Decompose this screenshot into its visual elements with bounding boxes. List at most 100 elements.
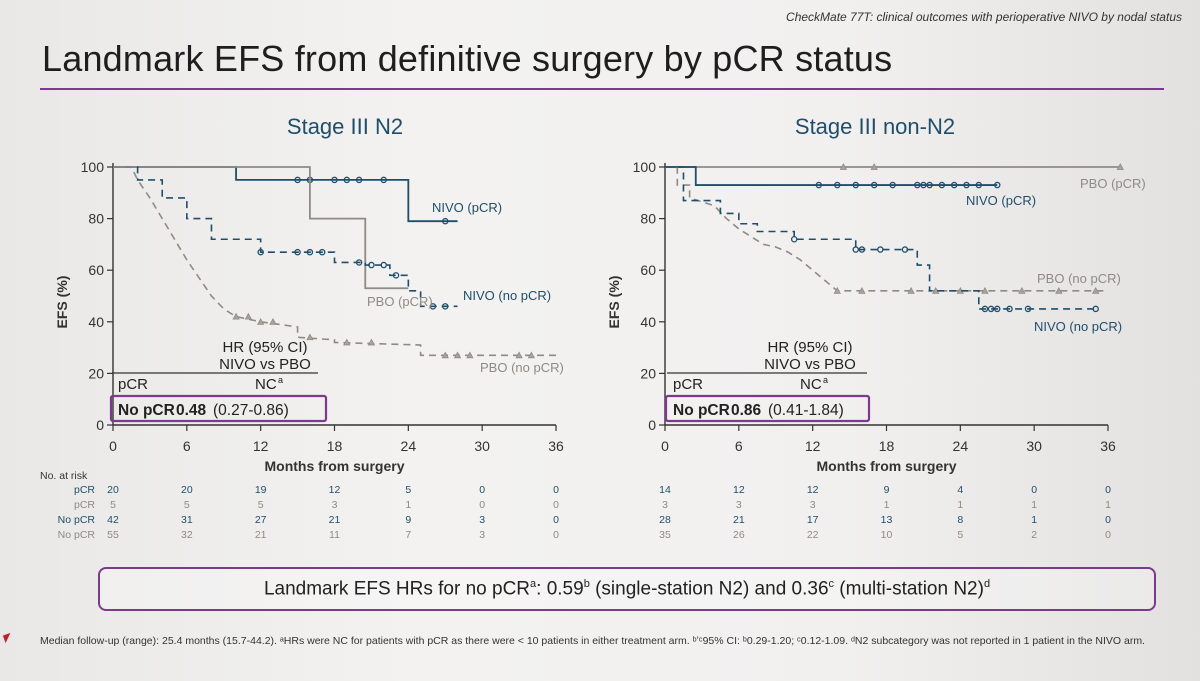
panel2-censor-mark (994, 181, 1001, 189)
panel1-risk-header: No. at risk (40, 470, 88, 482)
panel1-series-label: PBO (pCR) (367, 294, 433, 309)
panel1-xtick-label: 18 (327, 438, 343, 454)
callout-mid3: (multi-station N2) (834, 578, 984, 600)
panel2-risk-value: 1 (884, 499, 890, 511)
panel1-censor-mark (244, 312, 253, 320)
panel1-hr-nopcr-label: No pCR (118, 402, 175, 419)
panel2-xtick-label: 18 (879, 438, 895, 454)
panel2-hr-pcr-sup: a (823, 375, 828, 385)
panel2-censor-mark (914, 181, 921, 189)
panel2-hr-pcr-label: pCR (673, 376, 703, 393)
landmark-callout: Landmark EFS HRs for no pCRa: 0.59b (sin… (98, 567, 1156, 611)
panel2-censor-mark (877, 246, 884, 253)
panel1-risk-value: 0 (479, 499, 485, 511)
panel2-censor-mark (870, 181, 878, 189)
panel1-xtick-label: 24 (401, 438, 417, 454)
panel2-censor-mark (815, 181, 823, 189)
panel1-ytick-label: 100 (81, 159, 105, 175)
panel2-censor-mark (889, 181, 896, 189)
panel1-risk-value: 1 (405, 499, 411, 511)
panel2-risk-value: 1 (957, 499, 963, 511)
panel2-censor-mark (975, 181, 983, 189)
panel2-ytick-label: 80 (640, 211, 656, 227)
panel2-censor-mark (858, 246, 866, 253)
panel1-ylabel: EFS (%) (54, 276, 70, 329)
panel1-risk-value: 5 (258, 499, 264, 511)
panel2-risk-value: 12 (733, 484, 745, 496)
panel2-title: Stage III non-N2 (795, 114, 955, 139)
panel1-risk-row-label: No pCR (58, 529, 96, 541)
panel2-series-nivo-no-pcr (665, 166, 1096, 310)
panel1-censor-mark (306, 333, 314, 341)
panel2-hr-nopcr-box (664, 394, 871, 423)
panel1-hr-nopcr-box (109, 394, 328, 423)
panel1-censor-mark (294, 176, 301, 184)
panel2-censor-mark (981, 305, 989, 313)
panel1-censor-mark (380, 261, 387, 269)
panel1-censor-mark (343, 176, 351, 184)
panel1-ytick-label: 60 (88, 262, 104, 278)
panel2-risk-value: 10 (881, 529, 893, 541)
panel1-hr-pcr-label: pCR (118, 376, 148, 393)
panel1-xtick-label: 12 (253, 438, 269, 454)
panel2-series-nivo-pcr (665, 166, 998, 186)
panel2-censor-mark (839, 163, 848, 170)
panel1-ytick-label: 80 (88, 211, 104, 227)
panel2-series-label: NIVO (pCR) (966, 193, 1036, 208)
panel2-risk-value: 4 (957, 484, 963, 496)
panel2-risk-value: 28 (659, 514, 671, 526)
panel1-risk-value: 21 (329, 514, 341, 526)
panel1-risk-value: 9 (405, 514, 411, 526)
panel2-censor-mark (834, 181, 841, 189)
panel1-hr-pcr-sup: a (278, 375, 283, 385)
panel1-risk-value: 5 (110, 499, 116, 511)
panel2-censor-mark (981, 287, 989, 294)
panel2-hr-comparison: NIVO vs PBO (764, 356, 856, 373)
panel2-ytick-label: 100 (633, 159, 657, 175)
callout-sup-b: b (583, 577, 590, 590)
panel2-hr-nopcr-label: No pCR (673, 402, 730, 419)
callout-mid1: : 0.59 (536, 578, 584, 600)
panel1-censor-mark (355, 259, 363, 266)
panel1-risk-value: 31 (181, 514, 193, 526)
panel1-censor-mark (306, 248, 314, 256)
callout-sup-c: c (828, 577, 835, 590)
panel1-series-label: PBO (no pCR) (480, 360, 564, 375)
panel2-censor-mark (938, 181, 946, 189)
panel1-risk-value: 3 (332, 499, 338, 511)
panel1-censor-mark (515, 351, 523, 359)
panel2-risk-value: 3 (736, 499, 742, 511)
panel2-hr-nopcr-value: 0.86 (731, 402, 762, 419)
panel1-risk-value: 0 (553, 484, 559, 496)
footnote-text: Median follow-up (range): 25.4 months (1… (40, 635, 1145, 647)
panel2-censor-mark (1116, 163, 1124, 170)
panel1-series-label: NIVO (pCR) (432, 200, 502, 215)
panel1-risk-value: 32 (181, 529, 193, 541)
panel2-censor-mark (901, 246, 909, 253)
panel2-risk-value: 21 (733, 514, 745, 526)
panel1-censor-mark (429, 303, 437, 310)
panel2-hr-heading: HR (95% CI) (767, 339, 852, 356)
panel2-ytick-label: 0 (648, 417, 656, 433)
panel2-risk-value: 26 (733, 529, 745, 541)
title-divider (40, 88, 1164, 90)
panel1-risk-row-label: pCR (74, 499, 95, 511)
panel1-censor-mark (367, 338, 376, 346)
panel2-censor-mark (1006, 305, 1013, 313)
panel2-risk-value: 14 (659, 484, 671, 496)
panel1-hr-pcr-value: NC (255, 376, 277, 393)
panel2-censor-mark (963, 181, 970, 189)
panel2-risk-value: 1 (1105, 499, 1111, 511)
callout-mid2: (single-station N2) and 0.36 (589, 578, 829, 600)
panel1-ytick-label: 40 (88, 314, 104, 330)
panel2-risk-value: 9 (884, 484, 890, 496)
panel2-risk-value: 2 (1031, 529, 1037, 541)
panel2-hr-pcr-value: NC (800, 376, 822, 393)
panel1-censor-mark (392, 272, 400, 279)
page-title: Landmark EFS from definitive surgery by … (42, 38, 893, 79)
panel2-censor-mark (926, 181, 933, 189)
panel1-risk-value: 12 (329, 484, 341, 496)
panel2-risk-value: 17 (807, 514, 819, 526)
panel2-ytick-label: 40 (640, 314, 656, 330)
panel2-censor-mark (1092, 305, 1099, 313)
